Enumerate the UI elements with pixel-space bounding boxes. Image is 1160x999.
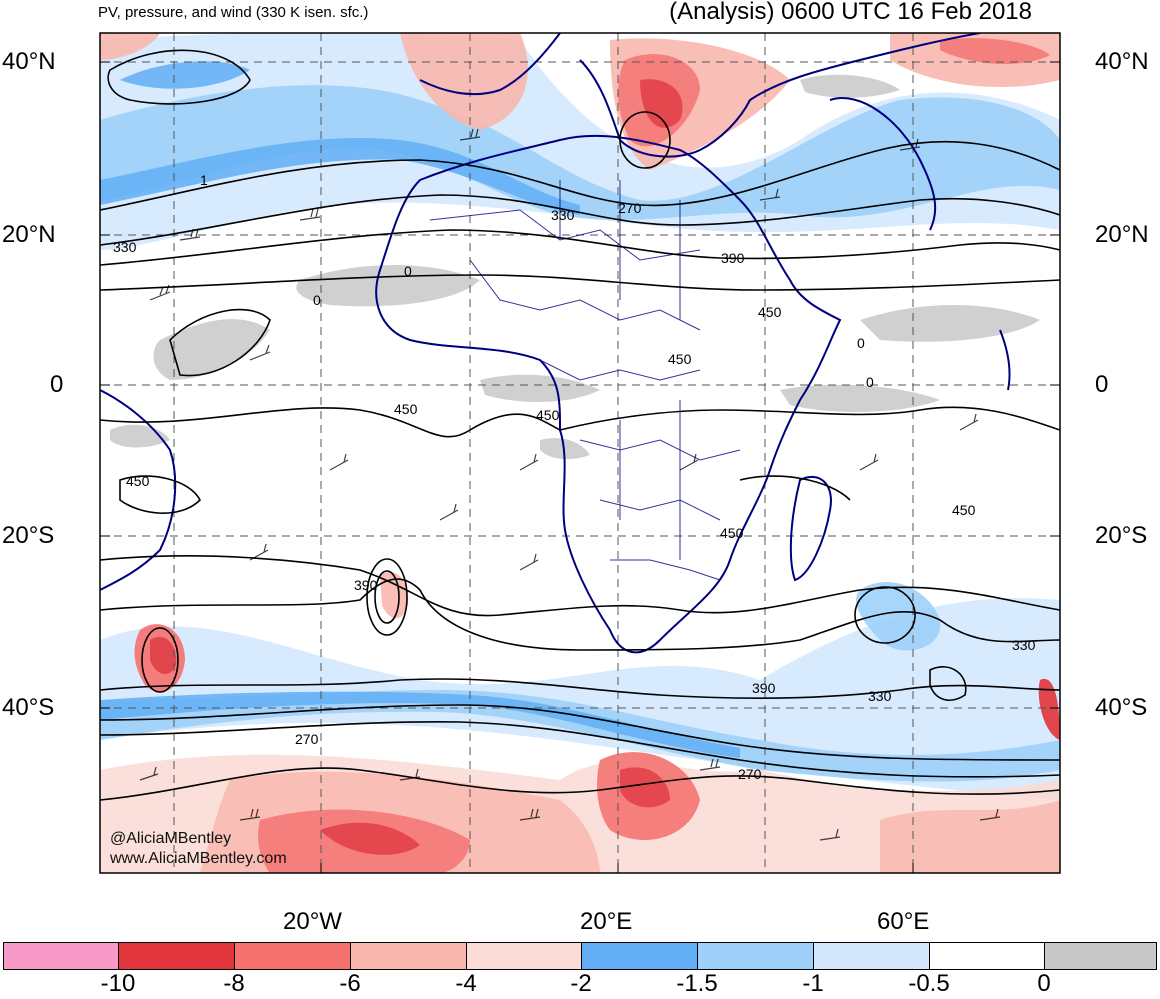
colorbar-box — [3, 942, 119, 970]
contour-label: 390 — [752, 680, 776, 696]
pressure-contours — [100, 49, 1060, 801]
pv-shading-mid-blue — [100, 85, 1060, 782]
colorbar-box — [581, 942, 698, 970]
contour-labels: 1 330 0 0 330 270 390 450 450 0 0 450 45… — [113, 172, 1036, 782]
contour-label: 0 — [866, 374, 874, 390]
lat-label-left: 40°N — [2, 48, 56, 75]
contour-label: 330 — [1012, 637, 1036, 653]
map-frame — [99, 32, 1061, 874]
lon-label: 60°E — [877, 908, 930, 935]
contour-label: 270 — [738, 766, 762, 782]
contour-label: 270 — [295, 731, 319, 747]
lon-label: 20°E — [580, 908, 633, 935]
colorbar-box — [697, 942, 814, 970]
contour-label: 450 — [126, 473, 150, 489]
lat-label-right: 40°S — [1095, 694, 1148, 721]
lat-label-right: 20°S — [1095, 522, 1148, 549]
colorbar-label: -0.5 — [908, 970, 950, 997]
contour-label: 450 — [536, 407, 560, 423]
colorbar-label: -2 — [570, 970, 592, 997]
contour-label: 0 — [313, 292, 321, 308]
lat-label-left: 20°N — [2, 221, 56, 248]
colorbar-box — [118, 942, 235, 970]
coastlines — [100, 33, 1011, 654]
contour-label: 330 — [551, 207, 575, 223]
pv-shading-dark-blue — [100, 61, 740, 758]
chart-title: (Analysis) 0600 UTC 16 Feb 2018 — [669, 0, 1032, 25]
wind-barbs — [139, 128, 1001, 841]
lat-label-left: 40°S — [2, 694, 55, 721]
lat-label-right: 0 — [1095, 371, 1109, 398]
colorbar-box — [234, 942, 351, 970]
map-canvas: 1 330 0 0 330 270 390 450 450 0 0 450 45… — [100, 33, 1060, 873]
contour-label: 450 — [952, 502, 976, 518]
credit-handle: @AliciaMBentley — [110, 830, 232, 847]
contour-label: 450 — [394, 401, 418, 417]
colorbar-label: -6 — [339, 970, 361, 997]
lon-label: 20°W — [283, 908, 342, 935]
lat-label-left: 0 — [50, 371, 64, 398]
chart-subtitle: PV, pressure, and wind (330 K isen. sfc.… — [98, 4, 369, 21]
axis-ticks — [100, 61, 1060, 873]
colorbar-box — [350, 942, 467, 970]
colorbar-box — [813, 942, 930, 970]
contour-label: 450 — [668, 351, 692, 367]
contour-label: 450 — [720, 525, 744, 541]
colorbar-box — [466, 942, 582, 970]
contour-label: 390 — [721, 250, 745, 266]
colorbar-label: -1 — [802, 970, 824, 997]
contour-label: 330 — [868, 688, 892, 704]
colorbar-label: 0 — [1037, 970, 1051, 997]
lat-label-right: 40°N — [1095, 48, 1149, 75]
colorbar-box — [1044, 942, 1157, 970]
lat-label-left: 20°S — [2, 522, 55, 549]
credit-url: www.AliciaMBentley.com — [110, 850, 287, 867]
colorbar-label: -1.5 — [676, 970, 718, 997]
contour-label: 1 — [200, 172, 208, 188]
contour-label: 330 — [113, 239, 137, 255]
contour-label: 270 — [618, 200, 642, 216]
colorbar-label: -10 — [100, 970, 136, 997]
contour-label: 0 — [857, 335, 865, 351]
pv-shading-red — [100, 33, 1060, 873]
contour-label: 450 — [758, 304, 782, 320]
lat-label-right: 20°N — [1095, 221, 1149, 248]
contour-label: 390 — [354, 577, 378, 593]
country-borders — [429, 180, 741, 581]
colorbar-label: -4 — [455, 970, 477, 997]
colorbar-label: -8 — [223, 970, 245, 997]
colorbar-box — [929, 942, 1045, 970]
contour-label: 0 — [404, 263, 412, 279]
